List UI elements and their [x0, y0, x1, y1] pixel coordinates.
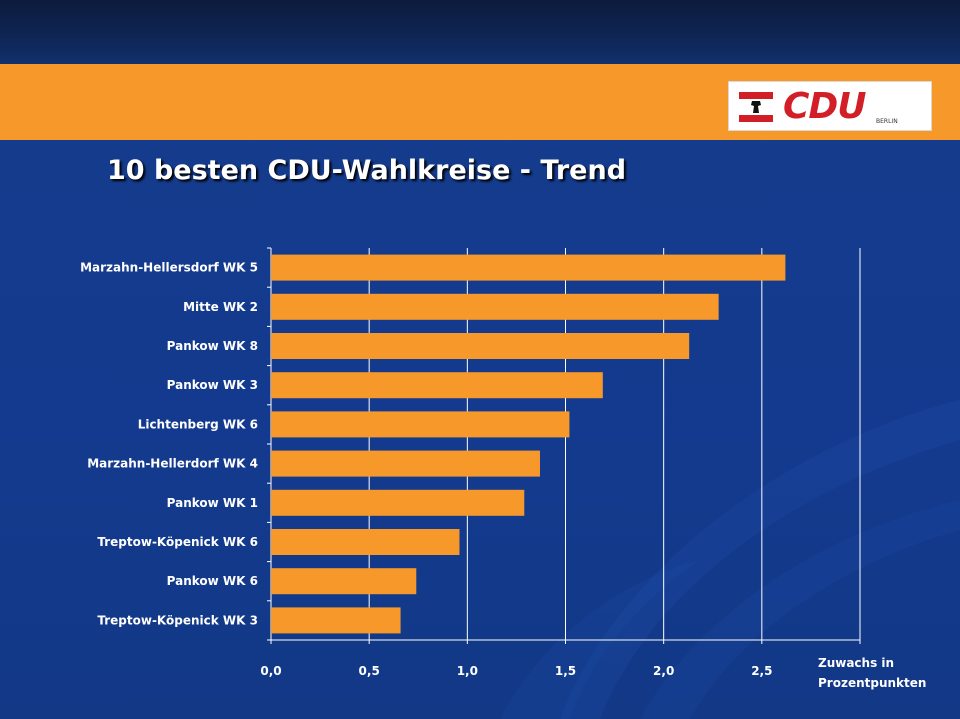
category-label: Lichtenberg WK 6	[138, 417, 258, 431]
top-bar	[0, 0, 960, 64]
tick-label: 0,5	[359, 664, 380, 678]
bar	[271, 568, 417, 595]
bar	[271, 293, 719, 320]
bar	[271, 450, 540, 477]
bar	[271, 489, 525, 516]
category-labels: Marzahn-Hellersdorf WK 5 Mitte WK 2 Pankow…	[80, 261, 258, 628]
chart-title: 10 besten CDU-Wahlkreise - Trend	[107, 155, 627, 186]
tick-label: 2,0	[653, 664, 674, 678]
category-label: Treptow-Köpenick WK 6	[97, 535, 258, 549]
category-label: Marzahn-Hellerdorf WK 4	[87, 457, 258, 471]
tick-label: 1,0	[457, 664, 478, 678]
category-label: Marzahn-Hellersdorf WK 5	[80, 261, 258, 275]
category-label: Mitte WK 2	[183, 300, 258, 314]
category-label: Pankow WK 6	[167, 574, 258, 588]
tick-label: 0,0	[260, 664, 281, 678]
bar	[271, 529, 460, 555]
bar	[271, 411, 570, 438]
category-label: Pankow WK 1	[167, 496, 258, 510]
logo-text: CDU	[783, 86, 867, 127]
bar	[271, 607, 401, 634]
x-axis-label-line1: Zuwachs in	[818, 656, 894, 670]
category-label: Pankow WK 3	[167, 378, 258, 392]
category-label: Pankow WK 8	[167, 339, 258, 353]
logo-subtitle: BERLIN	[876, 118, 898, 125]
tick-labels: 0,0 0,5 1,0 1,5 2,0 2,5	[260, 664, 772, 678]
tick-label: 2,5	[751, 664, 772, 678]
x-axis-label-line2: Prozentpunkten	[818, 676, 926, 690]
cdu-logo: CDU BERLIN	[728, 81, 932, 131]
bar	[271, 372, 603, 399]
bar	[271, 333, 690, 359]
tick-label: 1,5	[555, 664, 576, 678]
bar	[271, 254, 786, 281]
category-label: Treptow-Köpenick WK 3	[97, 613, 258, 627]
berlin-flag-icon	[739, 92, 773, 122]
bars	[271, 254, 786, 634]
